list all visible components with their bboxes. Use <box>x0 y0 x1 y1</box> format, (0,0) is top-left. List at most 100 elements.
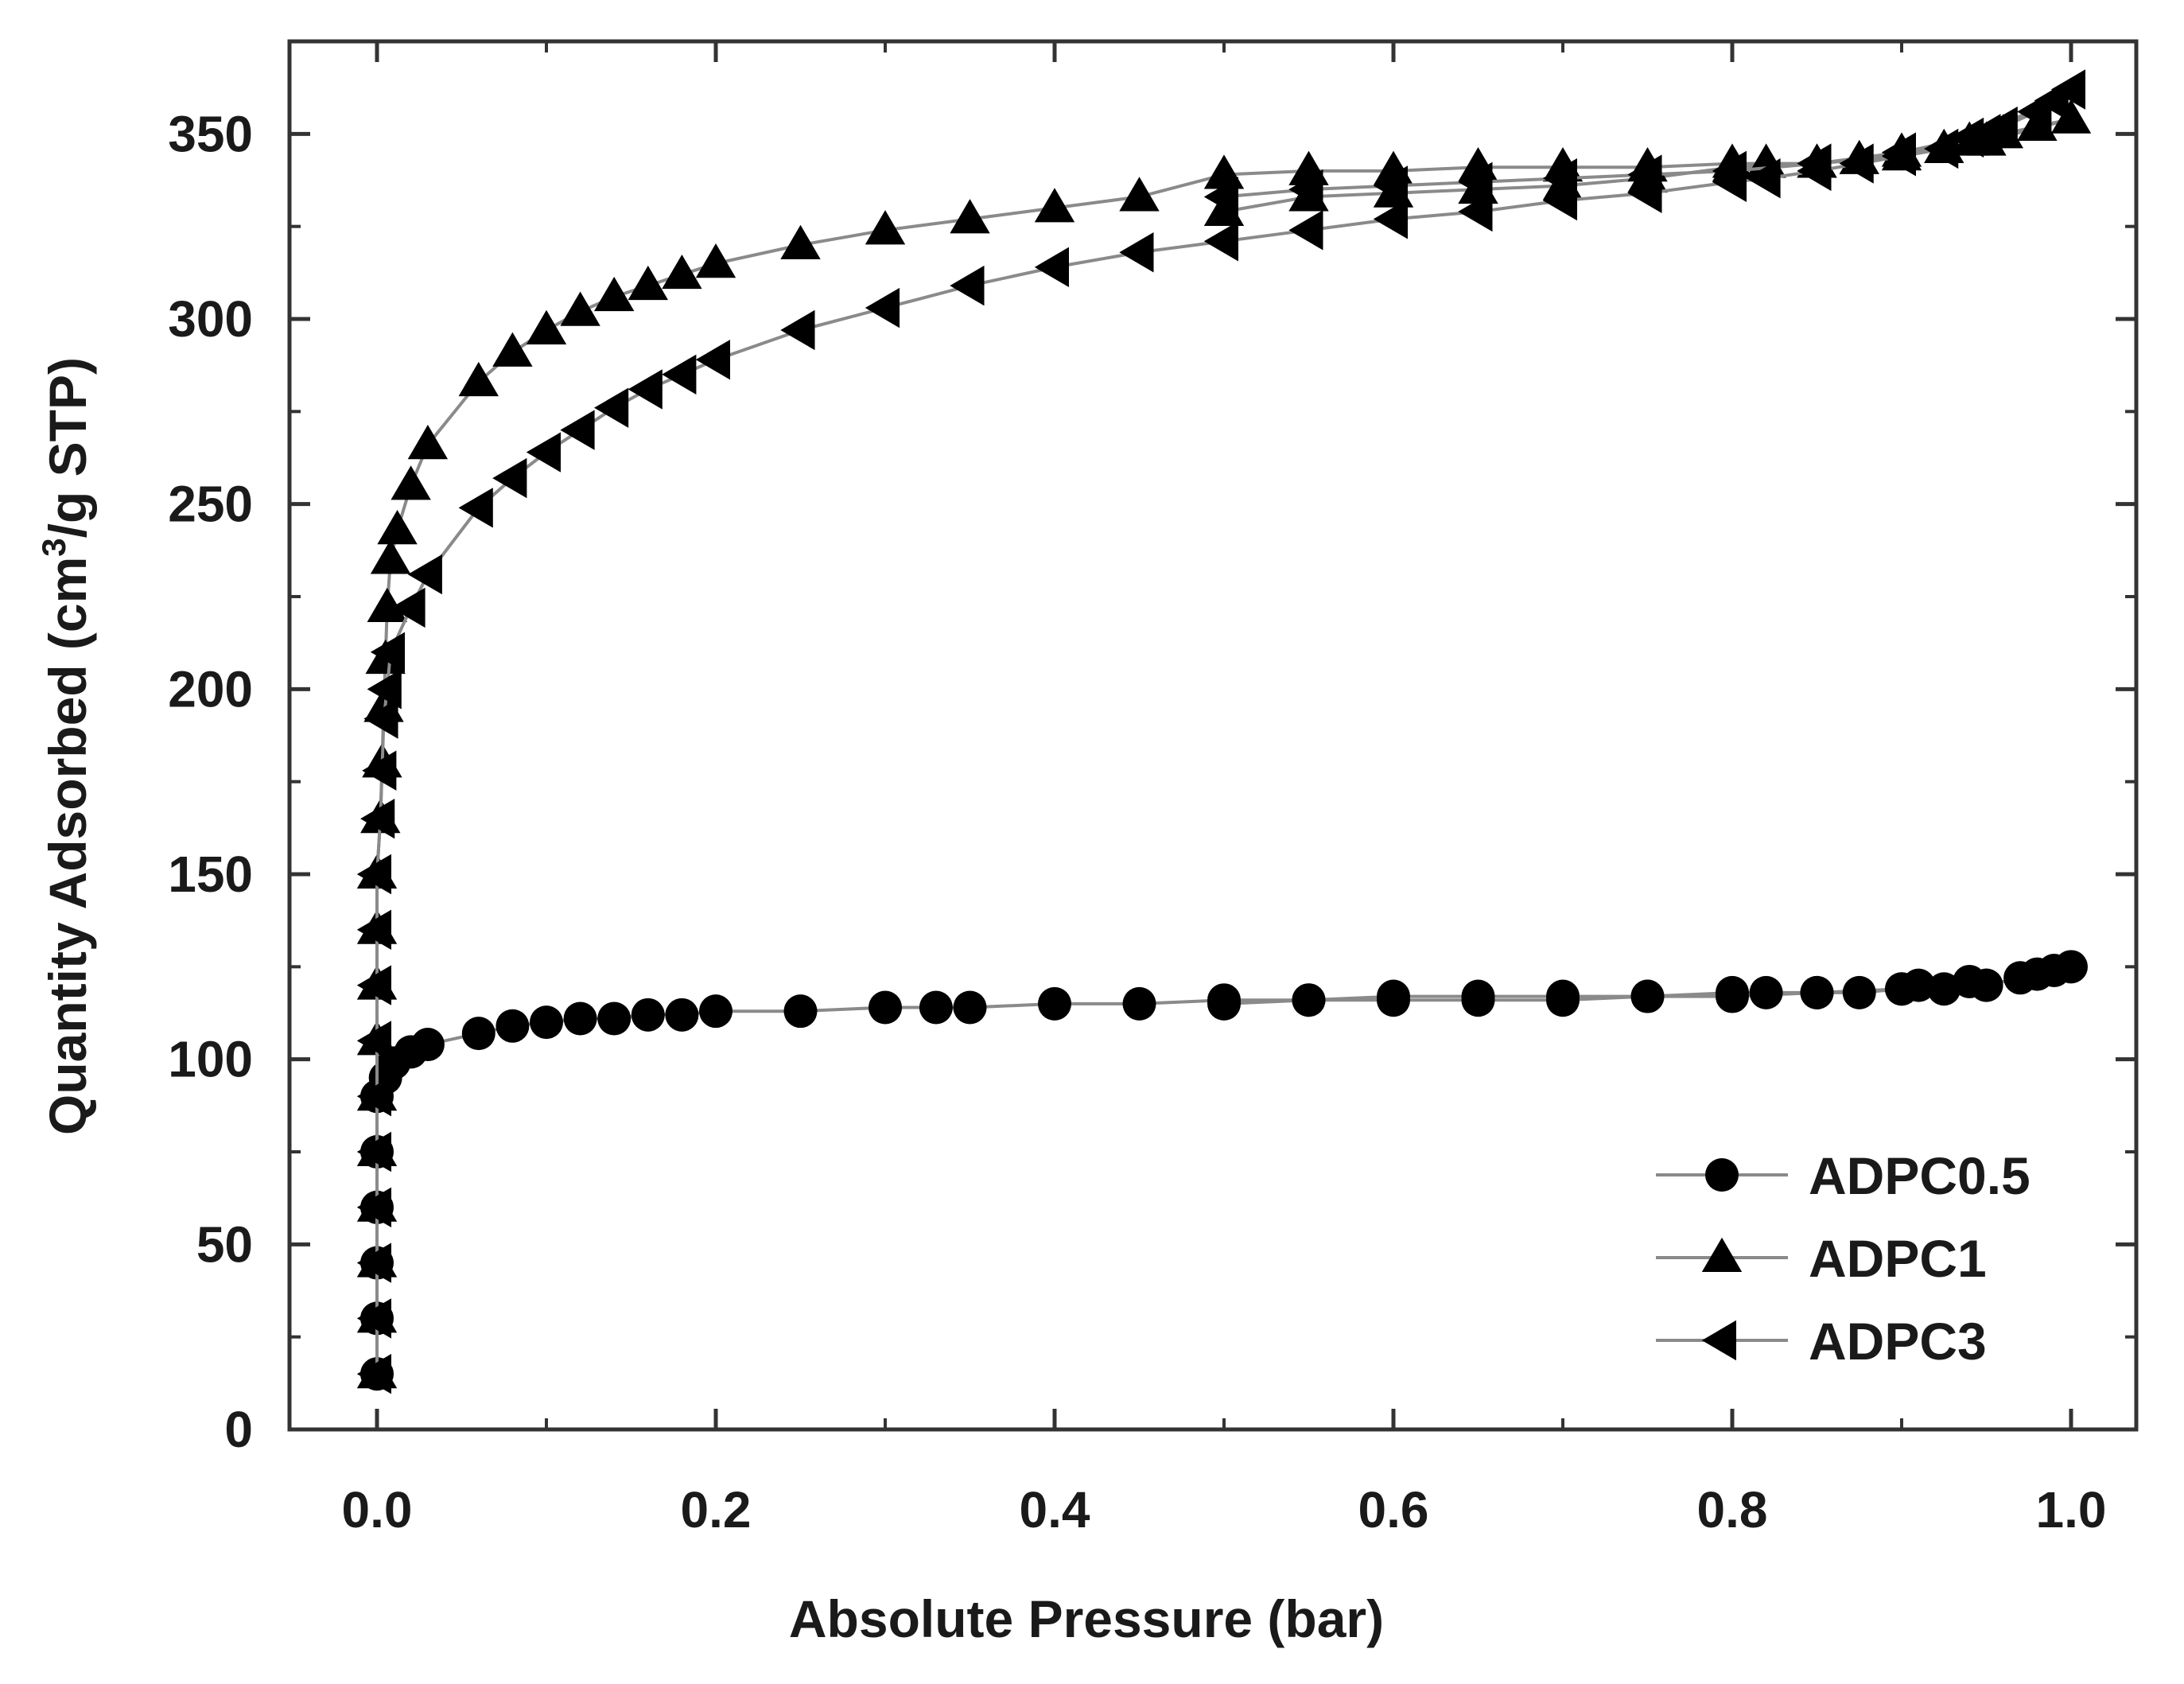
data-point-ADPC1 <box>2017 106 2058 142</box>
y-axis-title-main: Quantity Adsorbed (cm <box>38 557 97 1135</box>
data-point-ADPC0.5 <box>597 1001 631 1036</box>
data-point-ADPC1 <box>407 425 449 460</box>
data-point-ADPC3 <box>356 1021 391 1061</box>
data-point-ADPC0.5 <box>1461 983 1495 1017</box>
data-point-ADPC3 <box>367 669 402 710</box>
data-point-ADPC0.5 <box>1630 979 1665 1013</box>
x-tick-label: 0.6 <box>1358 1481 1429 1538</box>
x-tick-label: 0.8 <box>1697 1481 1768 1538</box>
data-point-ADPC1 <box>950 199 990 234</box>
data-point-ADPC1 <box>662 254 702 290</box>
y-tick-label: 350 <box>168 105 253 162</box>
data-point-ADPC3 <box>1373 165 1408 206</box>
data-point-ADPC3 <box>1203 221 1238 262</box>
data-point-ADPC1 <box>370 539 411 574</box>
data-point-ADPC3 <box>865 287 900 329</box>
data-point-ADPC0.5 <box>783 994 818 1029</box>
data-point-ADPC3 <box>1203 177 1238 217</box>
y-tick-label: 50 <box>196 1215 253 1273</box>
data-point-ADPC1 <box>377 510 418 545</box>
y-axis-title-sup: 3 <box>35 538 72 556</box>
plot-frame <box>287 39 2139 1432</box>
data-point-ADPC3 <box>356 854 391 895</box>
data-point-ADPC1 <box>594 276 635 312</box>
data-point-ADPC0.5 <box>1038 986 1071 1021</box>
data-point-ADPC1 <box>2050 99 2092 134</box>
data-point-ADPC1 <box>526 309 567 344</box>
data-point-ADPC0.5 <box>1292 983 1326 1017</box>
data-point-ADPC1 <box>391 465 431 500</box>
data-point-ADPC3 <box>628 369 663 410</box>
data-point-ADPC0.5 <box>1969 968 2003 1002</box>
data-point-ADPC3 <box>370 632 406 672</box>
data-point-ADPC0.5 <box>1885 972 1918 1006</box>
legend-marker <box>1705 1158 1739 1192</box>
x-tick-label: 1.0 <box>2036 1481 2107 1538</box>
legend-label: ADPC0.5 <box>1809 1146 2030 1205</box>
data-point-ADPC0.5 <box>1800 975 1834 1009</box>
data-point-ADPC1 <box>1203 191 1245 227</box>
data-point-ADPC0.5 <box>919 990 953 1025</box>
data-point-ADPC0.5 <box>495 1009 530 1043</box>
series-layer <box>356 69 2092 1394</box>
data-point-ADPC0.5 <box>410 1028 445 1062</box>
data-point-ADPC3 <box>1839 143 1874 184</box>
legend-entry-ADPC0.5: ADPC0.5 <box>1656 1146 2030 1205</box>
data-point-ADPC3 <box>1746 158 1781 199</box>
legend-entry-ADPC1: ADPC1 <box>1656 1229 1987 1288</box>
data-point-ADPC3 <box>391 587 426 628</box>
data-point-ADPC3 <box>1881 132 1916 173</box>
axes: 0.0 0.2 0.4 0.6 0.8 1.0 0 50 100 150 200 250 300 350 <box>168 41 2136 1538</box>
y-tick-label: 100 <box>168 1031 253 1088</box>
data-point-ADPC1 <box>695 243 736 278</box>
data-point-ADPC0.5 <box>1122 986 1156 1021</box>
data-point-ADPC0.5 <box>2054 950 2088 984</box>
y-tick-label: 300 <box>168 290 253 348</box>
data-point-ADPC3 <box>1458 191 1493 232</box>
x-axis-title: Absolute Pressure (bar) <box>789 1589 1384 1648</box>
data-point-ADPC3 <box>1627 154 1662 195</box>
data-point-ADPC0.5 <box>530 1005 563 1040</box>
data-point-ADPC0.5 <box>869 990 902 1025</box>
data-point-ADPC0.5 <box>665 998 699 1032</box>
y-axis-title-tail: /g STP) <box>38 357 97 538</box>
y-tick-label: 250 <box>168 476 253 533</box>
data-point-ADPC3 <box>362 750 397 791</box>
data-point-ADPC3 <box>1949 117 1984 158</box>
data-point-ADPC3 <box>1924 128 1959 169</box>
data-point-ADPC0.5 <box>1207 986 1241 1021</box>
data-point-ADPC3 <box>695 339 730 380</box>
data-point-ADPC3 <box>1797 143 1832 184</box>
data-point-ADPC3 <box>1712 150 1747 192</box>
data-point-ADPC3 <box>1966 114 2001 154</box>
data-point-ADPC0.5 <box>953 990 987 1025</box>
data-point-ADPC3 <box>1034 247 1069 288</box>
data-point-ADPC3 <box>356 1131 391 1173</box>
data-point-ADPC1 <box>865 210 906 245</box>
data-point-ADPC3 <box>662 354 697 395</box>
legend: ADPC0.5 ADPC1 ADPC3 <box>1656 1146 2030 1371</box>
y-tick-label: 150 <box>168 846 253 903</box>
data-point-ADPC3 <box>1542 158 1577 199</box>
data-point-ADPC3 <box>356 909 391 950</box>
data-point-ADPC1 <box>628 265 668 301</box>
data-point-ADPC0.5 <box>563 1001 597 1036</box>
data-point-ADPC3 <box>2050 69 2085 110</box>
legend-label: ADPC3 <box>1809 1312 1987 1371</box>
legend-marker <box>1701 1237 1743 1272</box>
data-point-ADPC3 <box>356 1354 391 1394</box>
y-tick-label: 200 <box>168 660 253 718</box>
data-point-ADPC3 <box>356 965 391 1005</box>
data-point-ADPC3 <box>492 457 527 499</box>
data-point-ADPC3 <box>356 1243 391 1283</box>
data-point-ADPC3 <box>363 698 398 739</box>
data-point-ADPC3 <box>950 265 985 306</box>
data-point-ADPC0.5 <box>1749 975 1783 1009</box>
data-point-ADPC0.5 <box>1716 979 1749 1013</box>
data-point-ADPC3 <box>1288 210 1323 251</box>
data-point-ADPC1 <box>560 291 600 326</box>
data-point-ADPC3 <box>1119 232 1154 273</box>
data-point-ADPC1 <box>367 587 407 622</box>
series-ADPC3 <box>356 69 2085 1394</box>
